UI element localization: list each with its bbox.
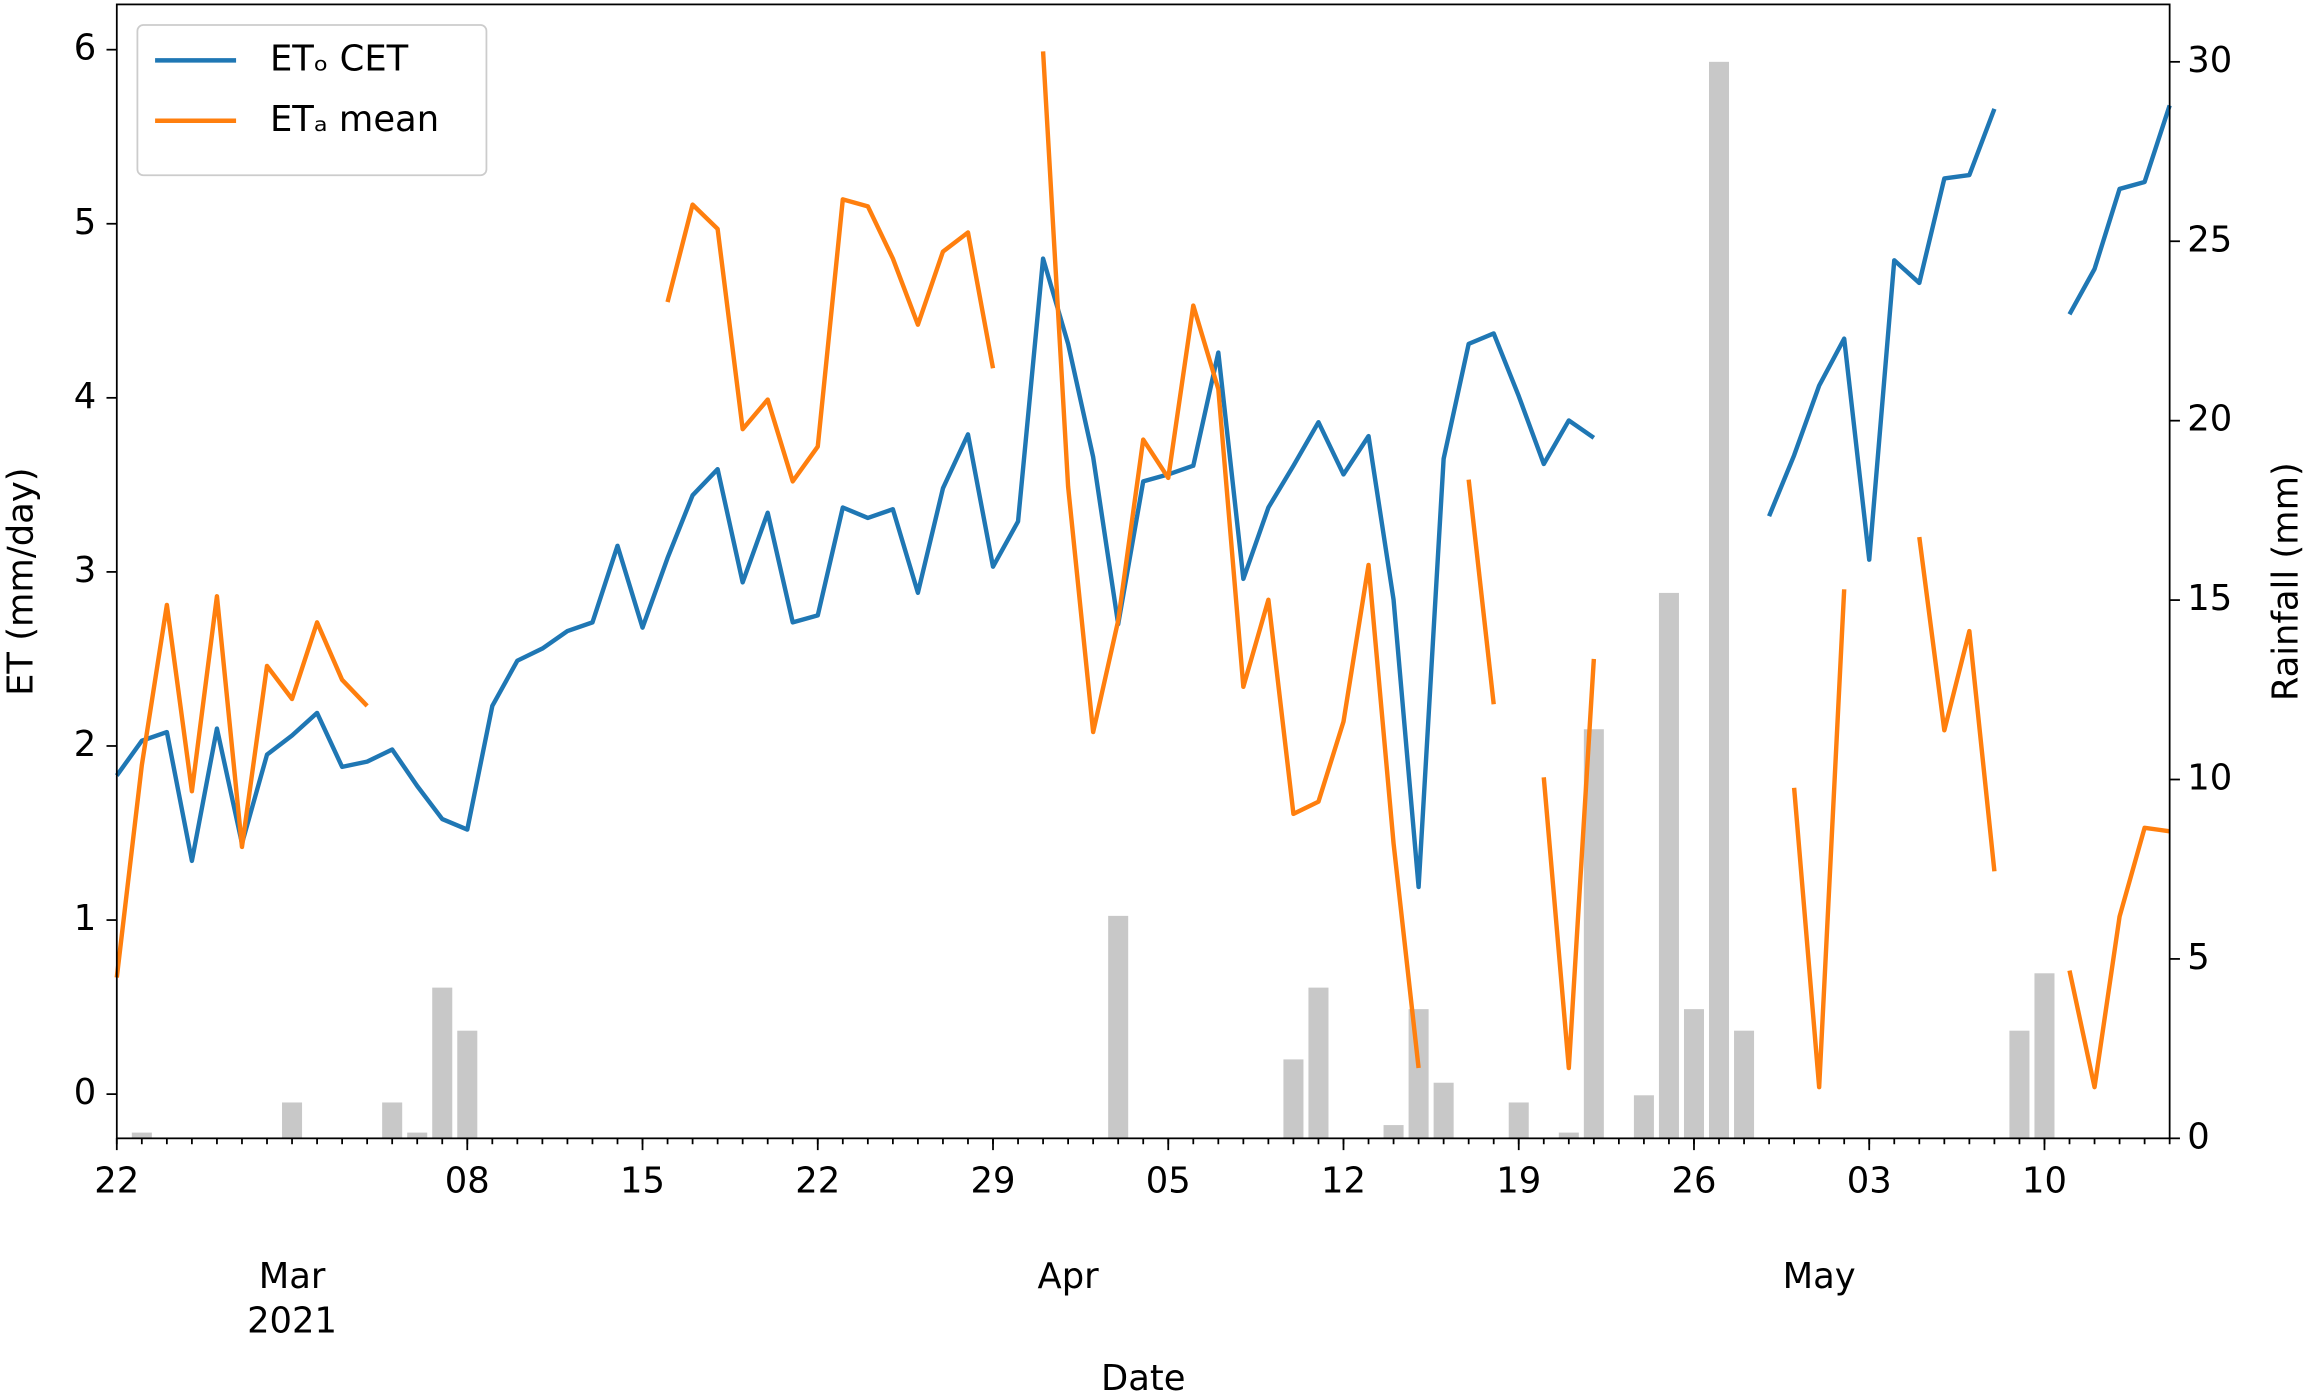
y2-tick-label: 5 [2187, 937, 2209, 978]
line [1917, 536, 1997, 872]
line [665, 197, 996, 484]
x-tick-label: 22 [795, 1161, 840, 1202]
bar [2034, 973, 2055, 1139]
bar [457, 1030, 478, 1139]
line [1466, 479, 1496, 705]
bar [282, 1102, 303, 1139]
bar [1734, 1030, 1755, 1139]
bar [1383, 1125, 1404, 1139]
x-tick-label: 26 [1671, 1161, 1716, 1202]
x-axis-label: Date [1101, 1358, 1185, 1399]
x-tick-label: 29 [971, 1161, 1016, 1202]
bar [382, 1102, 403, 1139]
y2-tick-label: 30 [2187, 40, 2232, 81]
bar [131, 1132, 152, 1139]
line [115, 256, 1596, 890]
y2-tick-label: 15 [2187, 578, 2232, 619]
y-tick-label: 6 [74, 28, 96, 69]
bar [1283, 1059, 1304, 1139]
line [2067, 104, 2172, 316]
y-tick-label: 3 [74, 550, 96, 591]
y-tick-label: 5 [74, 202, 96, 243]
bar [2009, 1030, 2030, 1139]
bar [1558, 1132, 1579, 1139]
line [1541, 658, 1597, 1071]
y2-tick-label: 20 [2187, 399, 2232, 440]
x-tick-label: 19 [1496, 1161, 1541, 1202]
x-tick-label: 08 [445, 1161, 490, 1202]
y-tick-label: 2 [74, 724, 96, 765]
y-axis-label: ET (mm/day) [1, 467, 42, 695]
legend-label: ETₐ mean [270, 99, 439, 140]
bar [1433, 1082, 1454, 1139]
bar [1583, 729, 1604, 1139]
bar [1508, 1102, 1529, 1139]
month-label: May [1783, 1256, 1856, 1297]
bar [407, 1132, 428, 1139]
y2-tick-label: 10 [2187, 758, 2232, 799]
line [1767, 108, 1997, 562]
bar [1633, 1095, 1654, 1139]
bar [432, 987, 453, 1139]
line [1791, 589, 1847, 1090]
y-tick-label: 1 [74, 898, 96, 939]
x-tick-label: 03 [1847, 1161, 1892, 1202]
x-tick-label: 12 [1321, 1161, 1366, 1202]
bar [1709, 61, 1730, 1139]
month-label: Mar [259, 1256, 326, 1297]
year-label: 2021 [247, 1300, 337, 1341]
y2-tick-label: 0 [2187, 1116, 2209, 1157]
x-tick-label: 05 [1146, 1161, 1191, 1202]
month-label: Apr [1038, 1256, 1100, 1297]
bar [1683, 1009, 1704, 1139]
line [2067, 825, 2170, 1090]
y-tick-label: 0 [74, 1072, 96, 1113]
y2-axis-label: Rainfall (mm) [2265, 462, 2306, 701]
bar [1108, 915, 1129, 1139]
x-tick-label: 10 [2022, 1161, 2067, 1202]
x-tick-label: 15 [620, 1161, 665, 1202]
bar [1658, 592, 1679, 1139]
y-tick-label: 4 [74, 376, 96, 417]
y2-tick-label: 25 [2187, 219, 2232, 260]
x-tick-label: 22 [94, 1161, 139, 1202]
bar [1408, 1009, 1429, 1139]
bar [1308, 987, 1329, 1139]
line [1040, 51, 1421, 1069]
legend-label: ETₒ CET [270, 38, 409, 79]
line [114, 594, 369, 978]
